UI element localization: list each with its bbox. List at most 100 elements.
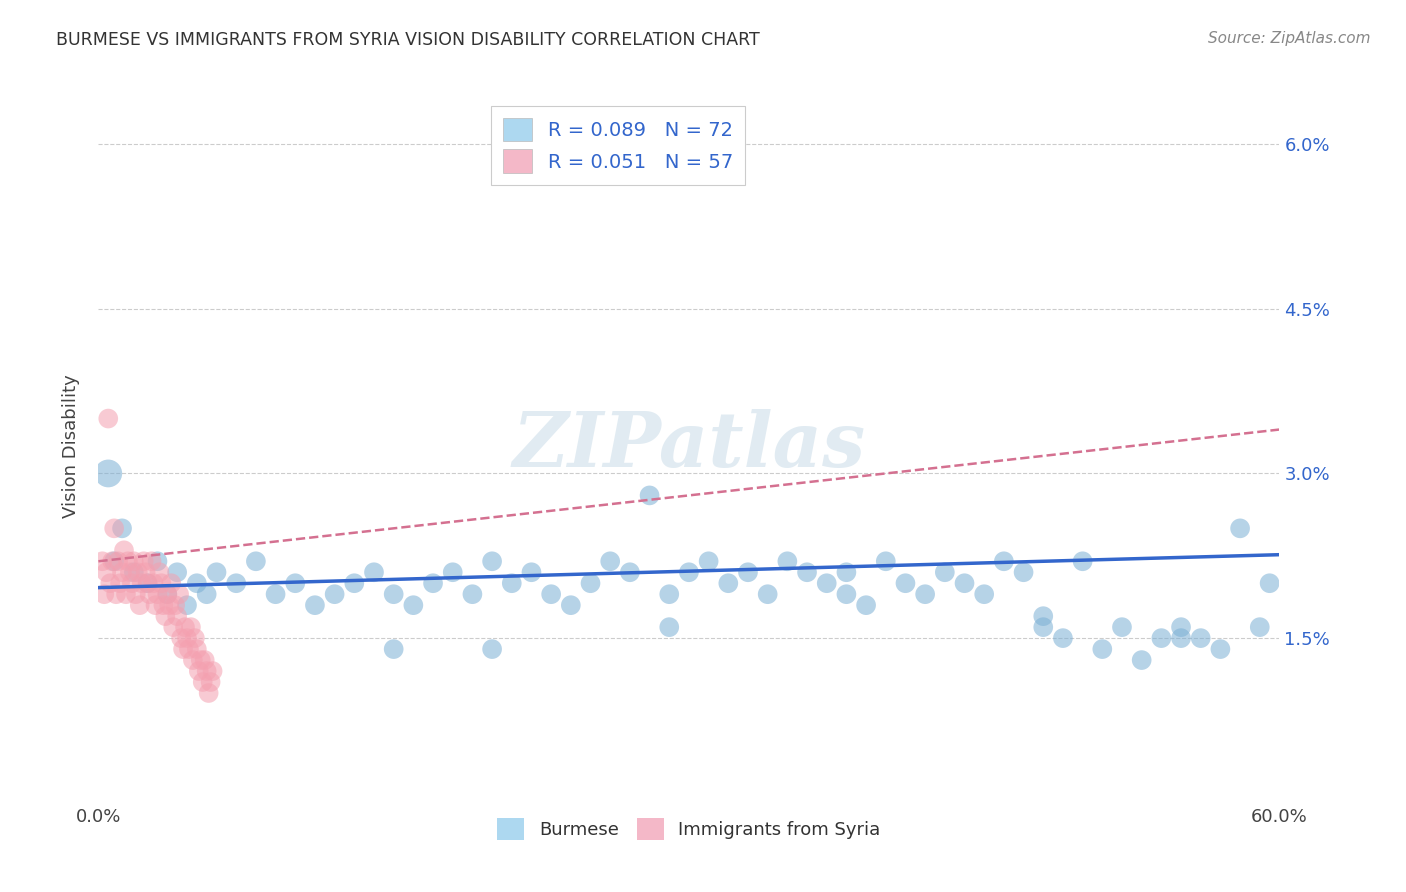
- Point: [176, 598, 198, 612]
- Point: [166, 566, 188, 580]
- Point: [186, 576, 208, 591]
- Y-axis label: Vision Disability: Vision Disability: [62, 374, 80, 518]
- Point: [1012, 566, 1035, 580]
- Point: [422, 576, 444, 591]
- Point: [776, 554, 799, 568]
- Point: [363, 566, 385, 580]
- Point: [717, 576, 740, 591]
- Point: [156, 587, 179, 601]
- Point: [107, 554, 129, 568]
- Point: [200, 675, 222, 690]
- Point: [142, 576, 165, 591]
- Point: [91, 554, 114, 568]
- Point: [148, 566, 170, 580]
- Point: [304, 598, 326, 612]
- Point: [117, 554, 139, 568]
- Point: [128, 598, 150, 612]
- Text: ZIPatlas: ZIPatlas: [512, 409, 866, 483]
- Point: [1052, 631, 1074, 645]
- Point: [1111, 620, 1133, 634]
- Point: [894, 576, 917, 591]
- Point: [103, 521, 125, 535]
- Point: [1032, 620, 1054, 634]
- Point: [1130, 653, 1153, 667]
- Point: [560, 598, 582, 612]
- Point: [501, 576, 523, 591]
- Point: [96, 566, 118, 580]
- Point: [796, 566, 818, 580]
- Point: [145, 598, 167, 612]
- Point: [180, 620, 202, 634]
- Point: [136, 576, 159, 591]
- Point: [115, 587, 138, 601]
- Point: [132, 554, 155, 568]
- Point: [152, 598, 174, 612]
- Point: [481, 642, 503, 657]
- Point: [146, 587, 169, 601]
- Point: [973, 587, 995, 601]
- Point: [160, 576, 183, 591]
- Point: [1189, 631, 1212, 645]
- Point: [108, 576, 131, 591]
- Point: [205, 566, 228, 580]
- Point: [121, 576, 143, 591]
- Point: [131, 576, 153, 591]
- Point: [245, 554, 267, 568]
- Text: BURMESE VS IMMIGRANTS FROM SYRIA VISION DISABILITY CORRELATION CHART: BURMESE VS IMMIGRANTS FROM SYRIA VISION …: [56, 31, 761, 49]
- Point: [737, 566, 759, 580]
- Point: [172, 642, 194, 657]
- Point: [1032, 609, 1054, 624]
- Point: [118, 566, 141, 580]
- Point: [1150, 631, 1173, 645]
- Point: [343, 576, 366, 591]
- Point: [191, 675, 214, 690]
- Point: [402, 598, 425, 612]
- Point: [1071, 554, 1094, 568]
- Point: [579, 576, 602, 591]
- Point: [914, 587, 936, 601]
- Point: [184, 631, 207, 645]
- Point: [93, 587, 115, 601]
- Point: [934, 566, 956, 580]
- Point: [756, 587, 779, 601]
- Point: [194, 653, 217, 667]
- Point: [138, 587, 160, 601]
- Point: [195, 664, 218, 678]
- Point: [135, 566, 157, 580]
- Point: [197, 686, 219, 700]
- Point: [953, 576, 976, 591]
- Point: [835, 566, 858, 580]
- Point: [101, 554, 124, 568]
- Point: [382, 642, 405, 657]
- Point: [1170, 620, 1192, 634]
- Point: [136, 576, 159, 591]
- Point: [264, 587, 287, 601]
- Point: [170, 631, 193, 645]
- Point: [619, 566, 641, 580]
- Point: [1249, 620, 1271, 634]
- Point: [697, 554, 720, 568]
- Point: [105, 587, 128, 601]
- Point: [162, 620, 184, 634]
- Point: [125, 587, 148, 601]
- Point: [98, 576, 121, 591]
- Point: [122, 554, 145, 568]
- Point: [835, 587, 858, 601]
- Point: [112, 543, 135, 558]
- Point: [225, 576, 247, 591]
- Point: [599, 554, 621, 568]
- Point: [122, 566, 145, 580]
- Point: [103, 554, 125, 568]
- Point: [97, 467, 120, 481]
- Point: [1170, 631, 1192, 645]
- Point: [165, 598, 187, 612]
- Point: [815, 576, 838, 591]
- Point: [156, 587, 179, 601]
- Point: [111, 521, 134, 535]
- Point: [146, 554, 169, 568]
- Point: [167, 587, 190, 601]
- Point: [678, 566, 700, 580]
- Point: [461, 587, 484, 601]
- Point: [658, 620, 681, 634]
- Point: [186, 642, 208, 657]
